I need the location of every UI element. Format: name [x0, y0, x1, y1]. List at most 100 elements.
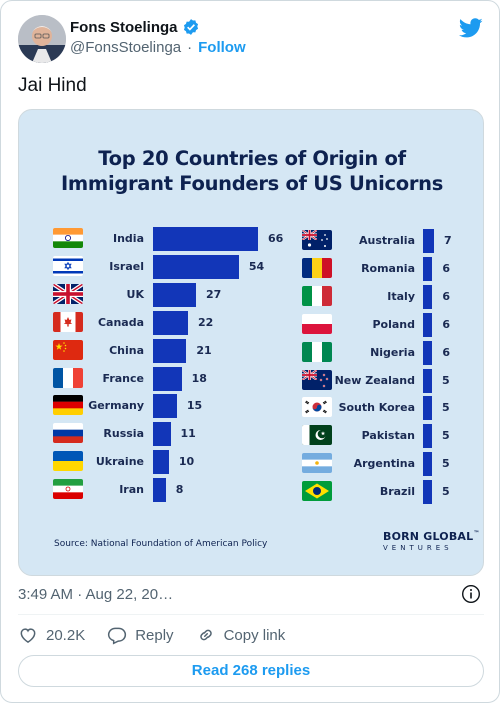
- bar-value-label: 6: [442, 289, 451, 303]
- copy-link-button[interactable]: Copy link: [196, 625, 286, 645]
- bar-value-label: 18: [191, 371, 207, 385]
- flag-romania-icon: [302, 257, 332, 278]
- flag-pakistan-icon: [302, 425, 332, 446]
- chart-row-iran: Iran 8: [19, 478, 483, 503]
- flag-russia-icon: [53, 423, 83, 444]
- country-label: UK: [126, 287, 144, 301]
- brand-tm: ™: [473, 530, 480, 537]
- verified-badge-icon: [182, 18, 200, 36]
- source-note: Source: National Foundation of American …: [54, 539, 268, 549]
- bar-value-label: 11: [180, 427, 196, 441]
- chart-row-new-zealand: New Zealand 5: [19, 368, 483, 393]
- bar-value-label: 27: [205, 287, 222, 301]
- chart-row-uk: UK 27: [19, 282, 483, 307]
- like-button[interactable]: 20.2K: [18, 625, 85, 645]
- tweet-image[interactable]: Top 20 Countries of Origin of Immigrant …: [18, 109, 484, 576]
- bar-israel: [153, 254, 239, 279]
- country-label: India: [113, 232, 144, 245]
- chart-row-romania: Romania 6: [19, 256, 483, 281]
- country-label: Australia: [359, 234, 415, 247]
- bar-value-label: 8: [175, 483, 184, 497]
- chart-row-nigeria: Nigeria 6: [19, 340, 483, 365]
- flag-australia-icon: [302, 230, 332, 250]
- bar-value-label: 5: [442, 457, 450, 471]
- chart-row-brazil: Brazil 5: [19, 480, 483, 505]
- heart-icon: [20, 628, 36, 643]
- author-name[interactable]: Fons Stoelinga: [70, 18, 178, 36]
- bar-value-label: 7: [444, 234, 452, 247]
- bar-value-label: 54: [248, 259, 265, 273]
- bar-value-label: 10: [178, 455, 195, 469]
- infographic-title: Top 20 Countries of Origin of Immigrant …: [19, 146, 483, 196]
- flag-india-icon: [53, 228, 83, 248]
- bar-value-label: 5: [442, 429, 450, 443]
- country-label: Canada: [97, 315, 144, 329]
- brand-name: BORN GLOBAL: [383, 530, 474, 543]
- flag-argentina-icon: [302, 453, 332, 474]
- twitter-bird-icon[interactable]: [458, 16, 483, 40]
- flag-canada-icon: [53, 311, 83, 332]
- country-label: Israel: [109, 259, 144, 273]
- bar-argentina: [423, 452, 432, 477]
- like-count: 20.2K: [46, 626, 86, 644]
- country-label: Brazil: [379, 485, 415, 499]
- chart-row-argentina: Argentina 5: [19, 452, 483, 477]
- info-icon[interactable]: [461, 584, 481, 604]
- bar-romania: [423, 256, 433, 281]
- tweet-text: Jai Hind: [18, 75, 87, 96]
- bar-france: [153, 366, 182, 391]
- chart-row-russia: Russia 11: [19, 422, 483, 447]
- avatar[interactable]: [18, 15, 66, 63]
- chart-row-australia: Australia 7: [19, 229, 483, 253]
- flag-iran-icon: [53, 479, 83, 500]
- country-label: Romania: [361, 261, 415, 275]
- chart-row-italy: Italy 6: [19, 284, 483, 309]
- reply-label: Reply: [135, 626, 174, 644]
- flag-nigeria-icon: [302, 341, 332, 362]
- chart-row-poland: Poland 6: [19, 312, 483, 337]
- tweet-timestamp[interactable]: 3:49 AM · Aug 22, 20…: [18, 586, 174, 603]
- reply-button[interactable]: Reply: [107, 625, 174, 645]
- country-label: Ukraine: [95, 455, 144, 469]
- follow-button[interactable]: Follow: [198, 39, 246, 56]
- chart-row-germany: Germany 15: [19, 394, 483, 419]
- flag-south-korea-icon: [302, 397, 332, 418]
- bar-new-zealand: [423, 368, 432, 393]
- country-label: Poland: [372, 317, 415, 331]
- country-label: Iran: [119, 483, 144, 497]
- chart-row-pakistan: Pakistan 5: [19, 424, 483, 449]
- chart-row-south-korea: South Korea 5: [19, 396, 483, 421]
- brand-logo: BORN GLOBAL™ VENTURES: [383, 530, 480, 552]
- chart-row-ukraine: Ukraine 10: [19, 450, 483, 475]
- country-label: Germany: [88, 399, 144, 413]
- country-label: Pakistan: [361, 429, 415, 443]
- author-handle[interactable]: @FonsStoelinga: [70, 39, 182, 56]
- country-label: China: [109, 343, 144, 357]
- flag-poland-icon: [302, 313, 332, 334]
- bar-germany: [153, 394, 177, 419]
- bar-ukraine: [153, 450, 169, 475]
- bar-value-label: 6: [442, 261, 451, 275]
- link-icon: [199, 629, 212, 641]
- bar-value-label: 5: [442, 373, 450, 387]
- bar-value-label: 6: [442, 345, 451, 359]
- country-label: Nigeria: [370, 345, 415, 359]
- bar-value-label: 5: [442, 485, 450, 499]
- flag-israel-icon: [53, 255, 83, 276]
- infographic-title-line-1: Top 20 Countries of Origin of: [98, 147, 406, 170]
- bar-value-label: 22: [198, 315, 214, 329]
- bar-iran: [153, 478, 166, 503]
- read-replies-button[interactable]: Read 268 replies: [18, 655, 484, 687]
- chart-row-china: China 21: [19, 338, 483, 363]
- country-label: Russia: [103, 427, 144, 441]
- bar-canada: [153, 310, 188, 335]
- bar-uk: [153, 282, 196, 307]
- brand-subtitle: VENTURES: [383, 544, 453, 552]
- country-label: Argentina: [353, 457, 415, 471]
- flag-germany-icon: [53, 395, 83, 416]
- copy-link-label: Copy link: [223, 626, 286, 644]
- bar-australia: [423, 229, 434, 253]
- chart-row-israel: Israel 54: [19, 254, 483, 279]
- chart-row-canada: Canada 22: [19, 310, 483, 335]
